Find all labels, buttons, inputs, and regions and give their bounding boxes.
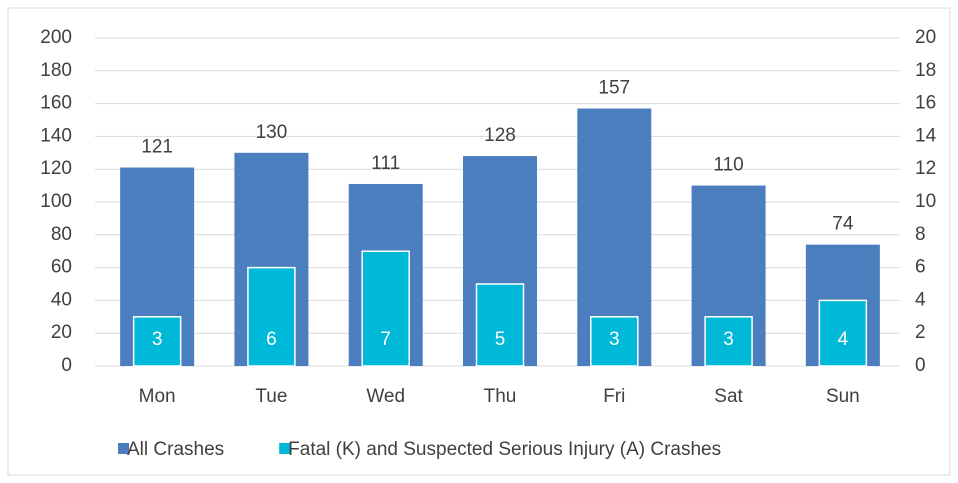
x-tick-label: Fri (603, 386, 625, 407)
x-tick-label: Tue (255, 386, 287, 407)
bar (818, 299, 868, 367)
x-tick-label: Sun (826, 386, 860, 407)
y2-tick-label: 12 (915, 158, 936, 179)
y2-tick-label: 0 (915, 355, 926, 376)
y-tick-label: 180 (40, 60, 72, 81)
data-label: 7 (380, 329, 391, 350)
data-label: 157 (598, 78, 630, 99)
y-tick-label: 80 (51, 224, 72, 245)
data-label: 3 (723, 329, 734, 350)
bar (247, 266, 296, 367)
y-tick-label: 160 (40, 93, 72, 114)
data-label: 74 (832, 214, 854, 235)
x-tick-label: Wed (366, 386, 405, 407)
y-tick-label: 20 (51, 322, 72, 343)
legend-swatch (118, 443, 129, 454)
legend-label: Fatal (K) and Suspected Serious Injury (… (288, 439, 721, 460)
y2-tick-label: 6 (915, 257, 926, 278)
y2-tick-label: 2 (915, 322, 926, 343)
bar (475, 283, 525, 367)
data-label: 111 (371, 153, 400, 174)
y2-tick-label: 10 (915, 191, 936, 212)
y-tick-label: 100 (40, 191, 72, 212)
data-label: 128 (484, 125, 516, 146)
bar (590, 316, 639, 367)
y-tick-label: 0 (61, 355, 72, 376)
data-label: 3 (609, 329, 620, 350)
legend-swatch (279, 443, 291, 454)
y-tick-label: 120 (40, 158, 72, 179)
y-tick-label: 40 (51, 289, 72, 310)
y2-tick-label: 8 (915, 224, 926, 245)
x-tick-label: Sat (714, 386, 743, 407)
y-tick-label: 60 (51, 257, 72, 278)
y2-tick-label: 4 (915, 289, 926, 310)
y2-tick-label: 18 (915, 60, 936, 81)
x-tick-label: Mon (139, 386, 176, 407)
y2-tick-label: 14 (915, 125, 937, 146)
bar (704, 316, 753, 367)
y-tick-label: 200 (40, 27, 72, 48)
legend-label: All Crashes (127, 439, 224, 460)
y-tick-label: 140 (40, 125, 72, 146)
data-label: 130 (256, 122, 288, 143)
data-label: 6 (266, 329, 277, 350)
data-label: 5 (495, 329, 506, 350)
data-label: 4 (838, 329, 849, 350)
y2-tick-label: 16 (915, 93, 936, 114)
bar (132, 316, 182, 367)
data-label: 3 (152, 329, 163, 350)
data-label: 121 (141, 137, 173, 158)
bar (361, 250, 410, 367)
data-label: 110 (713, 155, 743, 176)
y2-tick-label: 20 (915, 27, 936, 48)
x-tick-label: Thu (484, 386, 517, 407)
